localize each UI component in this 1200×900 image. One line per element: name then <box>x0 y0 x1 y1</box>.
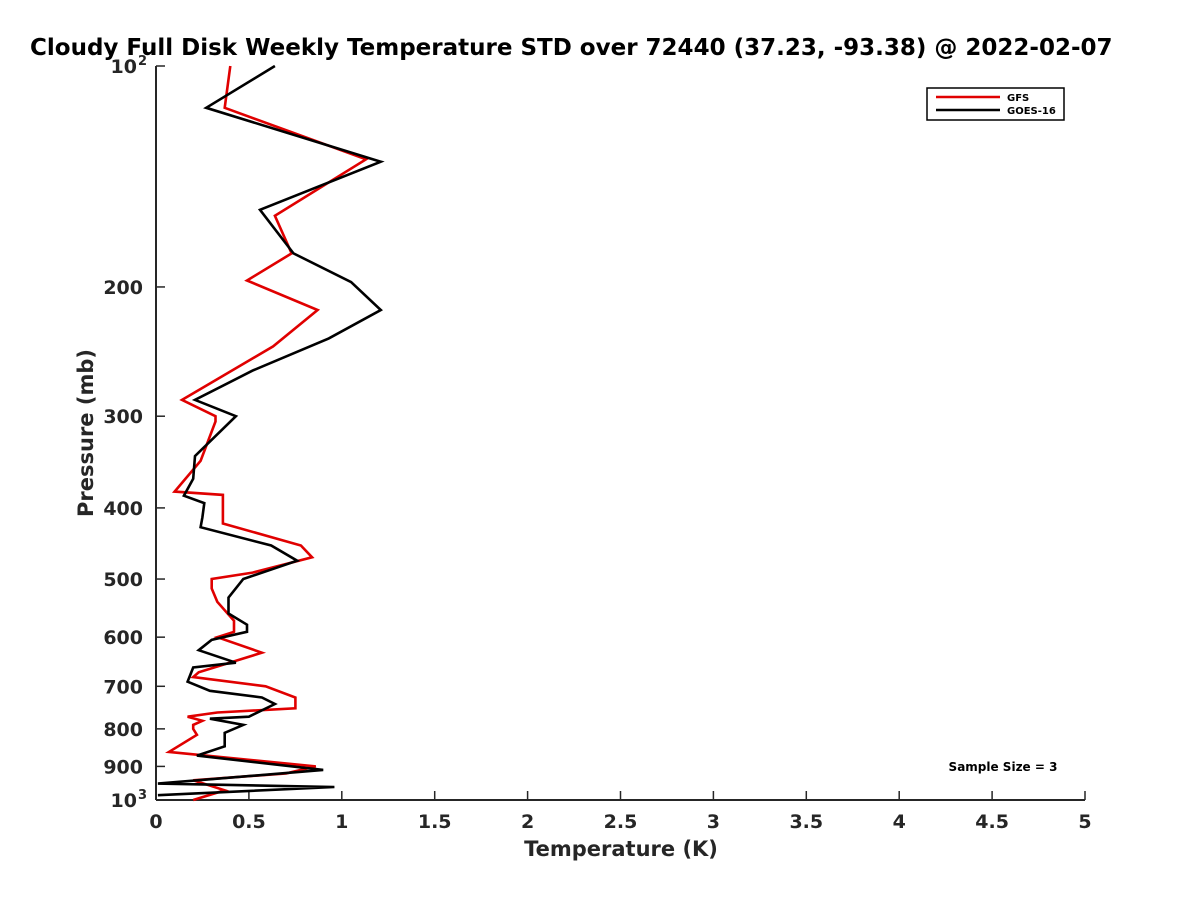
y-tick-label: 10 <box>111 790 137 812</box>
y-tick-label: 300 <box>103 406 143 428</box>
x-tick-label: 5 <box>1078 811 1091 833</box>
y-tick-label: 900 <box>103 756 143 778</box>
y-tick-label: 500 <box>103 569 143 591</box>
chart-title: Cloudy Full Disk Weekly Temperature STD … <box>30 35 1113 61</box>
x-tick-label: 1 <box>335 811 348 833</box>
x-tick-label: 2 <box>521 811 534 833</box>
x-tick-label: 3.5 <box>789 811 823 833</box>
y-tick-label: 10 <box>111 56 137 78</box>
x-tick-label: 2.5 <box>604 811 638 833</box>
legend-label-goes16: GOES-16 <box>1007 106 1056 117</box>
legend-box <box>926 87 1065 121</box>
sample-size-annotation: Sample Size = 3 <box>949 760 1058 774</box>
x-tick-label: 0.5 <box>232 811 266 833</box>
x-axis-label: Temperature (K) <box>524 837 718 861</box>
plot-area: 0 0.5 1 1.5 2 2.5 3 3.5 4 4.5 510 22003004005006007… <box>103 54 1091 833</box>
legend: GFS GOES-16 <box>926 87 1065 121</box>
y-tick-exponent: 2 <box>138 54 147 69</box>
legend-label-gfs: GFS <box>1007 93 1029 104</box>
y-tick-label: 800 <box>103 719 143 741</box>
x-tick-label: 0 <box>149 811 162 833</box>
y-tick-label: 600 <box>103 627 143 649</box>
y-axis-label: Pressure (mb) <box>74 349 98 517</box>
y-tick-label: 400 <box>103 498 143 520</box>
series-line-goes16 <box>157 64 385 797</box>
series-line-gfs <box>165 65 369 802</box>
x-tick-label: 3 <box>707 811 720 833</box>
y-tick-label: 200 <box>103 277 143 299</box>
y-tick-exponent: 3 <box>138 788 147 803</box>
x-tick-label: 4.5 <box>975 811 1009 833</box>
x-tick-label: 4 <box>893 811 906 833</box>
x-tick-label: 1.5 <box>418 811 452 833</box>
y-tick-label: 700 <box>103 676 143 698</box>
